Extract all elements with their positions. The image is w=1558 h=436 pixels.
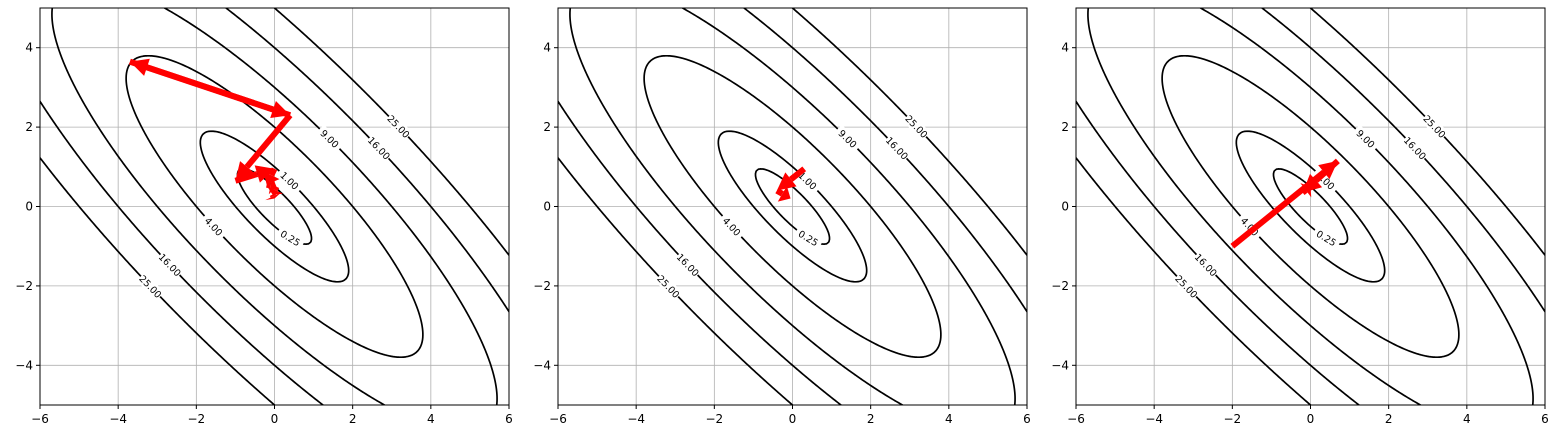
x-tick-label: 0 (1307, 412, 1315, 426)
contour-line (1161, 54, 1460, 359)
step-arrow-head (270, 100, 291, 119)
axis-ticks: −6 −4 −2 0 2 4 6 −4 −2 0 2 4 (533, 41, 1031, 426)
grid (557, 8, 1028, 405)
x-tick-label: −4 (109, 412, 127, 426)
x-tick-label: −4 (1145, 412, 1163, 426)
contour-line (1076, 8, 1545, 405)
grid (39, 8, 510, 405)
x-tick-label: −2 (1223, 412, 1241, 426)
step-arrows (775, 166, 807, 202)
x-tick-label: −6 (31, 412, 49, 426)
x-tick-label: −4 (627, 412, 645, 426)
step-arrow-shaft (268, 167, 278, 177)
x-tick-label: 0 (271, 412, 279, 426)
contour-line (199, 130, 350, 283)
x-tick-label: 6 (1541, 412, 1549, 426)
contour-line (40, 8, 509, 405)
x-tick-label: 2 (349, 412, 357, 426)
step-arrow-shaft (775, 188, 784, 197)
step-arrow-shaft (269, 193, 277, 198)
y-tick-label: −4 (533, 358, 551, 372)
y-tick-label: 4 (543, 41, 551, 55)
y-tick-label: 2 (543, 120, 551, 134)
step-arrows (128, 58, 293, 201)
contour-lines (558, 8, 1027, 405)
y-tick-label: 0 (543, 200, 551, 214)
contour-line (558, 8, 1027, 405)
y-tick-label: 2 (1061, 120, 1069, 134)
axis-ticks: −6 −4 −2 0 2 4 6 −4 −2 0 2 4 (15, 41, 513, 426)
contour-line (643, 54, 942, 359)
step-arrow-head (263, 171, 280, 185)
x-tick-label: 2 (867, 412, 875, 426)
x-tick-label: 6 (1023, 412, 1031, 426)
axis-ticks: −6 −4 −2 0 2 4 6 −4 −2 0 2 4 (1051, 41, 1549, 426)
y-tick-label: −4 (1051, 358, 1069, 372)
y-tick-label: −2 (1051, 279, 1069, 293)
contour-lines (1076, 8, 1545, 405)
step-arrow-shaft (234, 171, 259, 184)
contour-line (1076, 8, 1545, 405)
step-arrow-shaft (128, 58, 275, 113)
step-arrow-head (776, 172, 797, 191)
step-arrow-head (777, 186, 791, 202)
contour-line (717, 130, 868, 283)
grid (1075, 8, 1546, 405)
x-tick-label: 4 (945, 412, 953, 426)
step-arrow-head (1300, 183, 1312, 198)
y-tick-label: 0 (25, 200, 33, 214)
step-arrow-shaft (1314, 158, 1340, 183)
x-tick-label: −6 (1067, 412, 1085, 426)
x-tick-label: 4 (427, 412, 435, 426)
step-arrow-shaft (272, 185, 280, 192)
step-arrow-shaft (1300, 187, 1308, 195)
contour-line (1087, 8, 1534, 405)
contour-line (51, 8, 498, 405)
x-tick-label: 4 (1463, 412, 1471, 426)
y-tick-label: 0 (1061, 200, 1069, 214)
step-arrows (1230, 158, 1340, 249)
contour-line (1235, 130, 1386, 283)
contour-line (125, 54, 424, 359)
step-arrow-shaft (244, 113, 293, 169)
step-arrow-head (235, 161, 254, 181)
y-tick-label: −4 (15, 358, 33, 372)
contour-line (569, 8, 1016, 405)
y-tick-label: 4 (1061, 41, 1069, 55)
y-tick-label: 4 (25, 41, 33, 55)
x-tick-label: 2 (1385, 412, 1393, 426)
x-tick-label: −2 (705, 412, 723, 426)
step-arrow-shaft (266, 181, 272, 189)
step-arrow-head (266, 185, 283, 195)
y-tick-label: −2 (15, 279, 33, 293)
step-arrow-shaft (789, 166, 807, 182)
y-tick-label: −2 (533, 279, 551, 293)
x-tick-label: −2 (187, 412, 205, 426)
x-tick-label: 0 (789, 412, 797, 426)
x-tick-label: 6 (505, 412, 513, 426)
y-tick-label: 2 (25, 120, 33, 134)
x-tick-label: −6 (549, 412, 567, 426)
step-arrow-head (265, 192, 282, 201)
